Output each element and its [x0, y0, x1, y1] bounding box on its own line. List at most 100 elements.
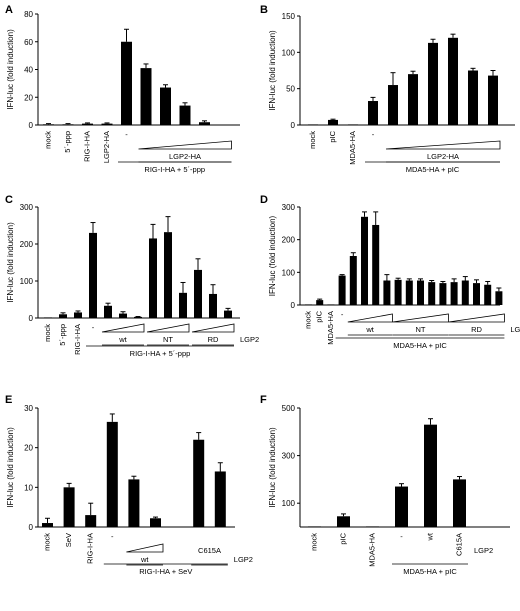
panel-d-bar	[417, 280, 424, 305]
panel-c-category-label: RIG-I-HA	[73, 324, 82, 355]
panel-a-bar	[43, 124, 54, 125]
panel-e-bar	[42, 523, 53, 527]
panel-c-group-label: RD	[208, 335, 219, 344]
panel-e-bar	[106, 421, 118, 527]
panel-e-group-label: wt	[140, 555, 149, 564]
panel-f-treatment-label: MDA5-HA + pIC	[403, 567, 457, 576]
panel-c-category-label: 5´-ppp	[58, 324, 67, 346]
panel-a-bar	[160, 87, 171, 125]
panel-f-y-tick-label: 300	[282, 452, 296, 461]
panel-d-bar	[439, 283, 447, 305]
panel-a-y-tick-label: 60	[24, 38, 33, 47]
panel-b-letter: B	[260, 4, 268, 16]
panel-b-y-tick-label: 0	[291, 121, 296, 130]
panel-e-dose-ramp	[126, 543, 164, 553]
panel-a-y-tick-label: 20	[24, 93, 33, 102]
panel-a-category-label: -	[125, 130, 128, 139]
panel-d-trailing-label: LGP2	[510, 325, 520, 334]
panel-b-y-tick-label: 50	[286, 85, 295, 94]
panel-d-bar	[372, 224, 380, 305]
panel-c-bar	[59, 314, 67, 318]
panel-f-bar	[366, 526, 379, 527]
panel-b-category-label: mock	[308, 131, 317, 149]
panel-e-bar	[128, 479, 140, 527]
panel-b-bar	[308, 124, 318, 125]
panel-d-y-tick-label: 0	[291, 301, 296, 310]
panel-b-bar	[468, 70, 478, 125]
panel-e-bar	[63, 487, 75, 527]
panel-d-bar	[484, 284, 492, 305]
panel-b-category-label: pIC	[328, 130, 337, 142]
panel-e-y-axis-title: IFN-luc (fold induction)	[6, 427, 15, 508]
panel-b-y-tick-label: 100	[282, 48, 296, 57]
panel-b-y-tick-label: 150	[282, 12, 296, 21]
panel-d-category-label: pIC	[315, 310, 324, 322]
panel-b-dose-ramp	[385, 140, 501, 150]
panel-d-bar	[495, 291, 503, 305]
panel-c-bar	[74, 312, 82, 318]
panel-c-bar	[179, 292, 187, 318]
panel-c-bar	[194, 269, 202, 318]
panel-b-treatment-label: MDA5-HA + pIC	[406, 165, 460, 174]
panel-e-bar	[150, 518, 161, 527]
panel-c-group-label: NT	[163, 335, 173, 344]
panel-a-y-tick-label: 0	[29, 121, 34, 130]
panel-b-bar	[328, 119, 338, 125]
panel-a-letter: A	[5, 4, 13, 16]
panel-d-y-tick-label: 100	[282, 268, 296, 277]
panel-b-bar	[488, 75, 498, 125]
panel-e-y-tick-label: 0	[29, 523, 34, 532]
panel-f-bar	[308, 526, 321, 527]
panel-a-bar	[121, 41, 132, 125]
panel-c-y-tick-label: 300	[20, 203, 34, 212]
panel-d-bar	[383, 280, 391, 305]
panel-d-bar	[428, 282, 436, 305]
panel-c-bar	[119, 313, 127, 318]
panel-c-trailing-label: LGP2	[240, 335, 259, 344]
panel-f-bar	[337, 516, 350, 527]
panel-b-category-label: MDA5-HA	[348, 131, 357, 165]
panel-d-group-label: NT	[416, 325, 426, 334]
panel-c-category-label: -	[92, 323, 95, 332]
panel-f-y-tick-label: 500	[282, 404, 296, 413]
panel-a-bar	[140, 68, 152, 125]
panel-a-y-axis-title: IFN-luc (fold induction)	[6, 29, 15, 110]
panel-f-category-label: -	[400, 532, 403, 541]
panel-b-bar	[368, 101, 378, 125]
panel-d-bar	[473, 283, 480, 305]
panel-d-category-label: mock	[304, 311, 313, 329]
panel-f-y-axis-title: IFN-luc (fold induction)	[268, 427, 277, 508]
panel-c-bar	[149, 238, 157, 318]
panel-c-bar	[44, 317, 52, 318]
panel-c-bar	[224, 310, 232, 318]
panel-a-category-label: 5´-ppp	[63, 131, 72, 153]
panel-e-letter: E	[5, 394, 12, 406]
panel-e-bar	[214, 471, 226, 527]
panel-b-bar	[408, 74, 418, 125]
panel-d-y-tick-label: 200	[282, 236, 296, 245]
panel-c-bar	[89, 232, 97, 318]
panel-f-category-label: MDA5-HA	[368, 533, 377, 567]
panel-f-trailing-label: LGP2	[474, 546, 493, 555]
panel-a-bar	[82, 123, 93, 125]
panel-b-bar	[428, 42, 438, 125]
panel-d-dose-ramp	[392, 313, 449, 323]
panel-a-category-label: RIG-I-HA	[83, 131, 92, 162]
panel-d-bar	[405, 280, 413, 305]
panel-d-bar	[349, 256, 357, 305]
panel-f-y-tick-label: 100	[282, 499, 296, 508]
panel-c-y-tick-label: 200	[20, 240, 34, 249]
panel-e-y-tick-label: 30	[24, 404, 33, 413]
panel-f-category-label: mock	[310, 533, 319, 551]
panel-a-dose-ramp	[138, 140, 232, 150]
panel-a-bar	[179, 105, 191, 125]
panel-c-bar	[209, 293, 217, 318]
panel-a-category-label: mock	[44, 131, 53, 149]
panel-c-dose-ramp	[191, 323, 235, 333]
panel-f-bar	[395, 486, 408, 527]
panel-e-y-tick-label: 10	[24, 483, 33, 492]
panel-b-y-axis-title: IFN-luc (fold induction)	[268, 30, 277, 111]
panel-b-bar	[448, 37, 458, 125]
panel-a-category-label: LGP2-HA	[102, 131, 111, 163]
